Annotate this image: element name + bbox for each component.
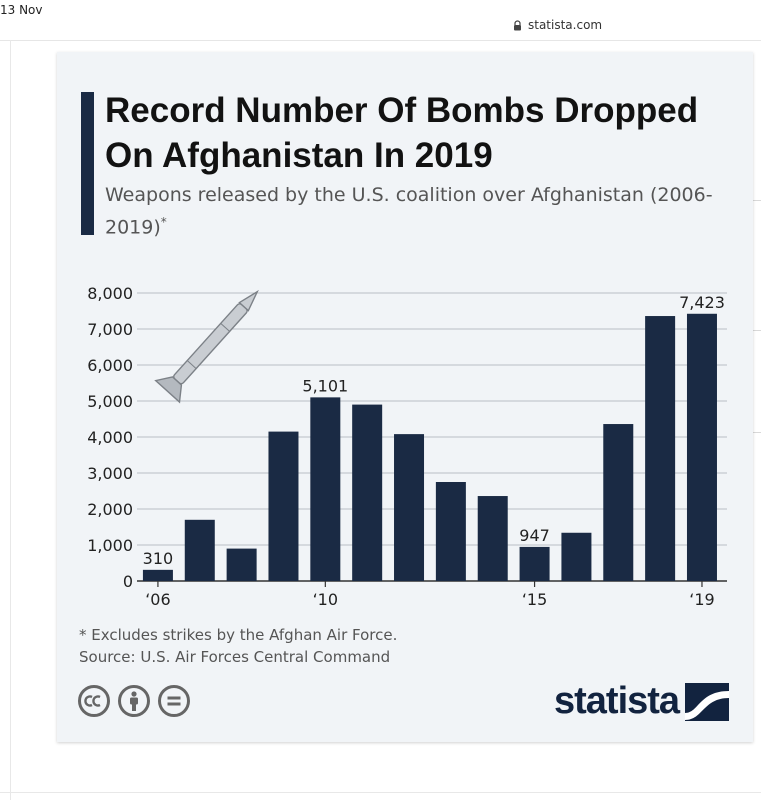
infographic-card: Record Number Of Bombs Dropped On Afghan… bbox=[57, 52, 753, 742]
bar bbox=[435, 482, 466, 581]
url-text: statista.com bbox=[528, 18, 603, 32]
logo-text: statista bbox=[554, 680, 680, 722]
attribution-icon[interactable] bbox=[117, 684, 151, 718]
page-right-rule bbox=[752, 432, 761, 433]
lock-icon bbox=[514, 19, 521, 30]
bar bbox=[477, 496, 508, 581]
y-tick-label: 1,000 bbox=[87, 536, 133, 555]
page-left-rule bbox=[10, 40, 11, 800]
bar bbox=[352, 404, 383, 581]
x-tick-label: ‘19 bbox=[689, 590, 714, 607]
browser-status-bar: 13 Nov statista.com bbox=[0, 0, 761, 41]
y-tick-label: 6,000 bbox=[87, 356, 133, 375]
address-bar[interactable]: statista.com bbox=[512, 18, 602, 32]
bar bbox=[142, 569, 173, 581]
bomb-illustration bbox=[154, 289, 259, 404]
status-date: 13 Nov bbox=[0, 3, 43, 17]
data-label: 947 bbox=[519, 526, 550, 545]
data-label: 7,423 bbox=[679, 293, 725, 312]
bar bbox=[226, 548, 257, 581]
no-derivatives-icon[interactable] bbox=[157, 684, 191, 718]
x-tick-label: ‘15 bbox=[522, 590, 547, 607]
chart-subtitle: Weapons released by the U.S. coalition o… bbox=[105, 182, 745, 241]
title-accent-bar bbox=[81, 92, 94, 235]
y-tick-label: 4,000 bbox=[87, 428, 133, 447]
y-tick-label: 3,000 bbox=[87, 464, 133, 483]
creative-commons-icon[interactable] bbox=[77, 684, 111, 718]
x-tick-label: ‘06 bbox=[145, 590, 170, 607]
footnote-note: * Excludes strikes by the Afghan Air For… bbox=[79, 626, 398, 644]
bar bbox=[268, 431, 299, 581]
x-tick-label: ‘10 bbox=[313, 590, 338, 607]
subtitle-asterisk: * bbox=[160, 215, 167, 229]
chart-title: Record Number Of Bombs Dropped On Afghan… bbox=[105, 91, 699, 175]
page-right-rule bbox=[752, 200, 761, 201]
bar bbox=[686, 313, 717, 581]
footnote-source: Source: U.S. Air Forces Central Command bbox=[79, 648, 391, 666]
page-right-rule bbox=[752, 330, 761, 331]
y-tick-label: 8,000 bbox=[87, 284, 133, 303]
bar bbox=[519, 546, 550, 581]
bar bbox=[561, 532, 592, 581]
bar bbox=[310, 397, 341, 581]
subtitle-text: Weapons released by the U.S. coalition o… bbox=[105, 184, 713, 239]
y-tick-label: 5,000 bbox=[87, 392, 133, 411]
y-tick-label: 2,000 bbox=[87, 500, 133, 519]
bar bbox=[645, 316, 676, 581]
page-bottom-rule bbox=[0, 792, 761, 793]
footnotes: * Excludes strikes by the Afghan Air For… bbox=[79, 624, 397, 668]
statista-logo[interactable]: statista bbox=[554, 680, 730, 723]
bar bbox=[394, 434, 425, 581]
data-label: 5,101 bbox=[302, 376, 348, 395]
y-tick-label: 7,000 bbox=[87, 320, 133, 339]
bar-chart: 0 1,000 2,000 3,000 4,000 5,000 6,000 7,000 8,00… bbox=[87, 284, 727, 607]
statista-mark-icon bbox=[685, 682, 730, 721]
license-icons bbox=[77, 684, 191, 718]
data-label: 310 bbox=[143, 549, 174, 568]
y-tick-label: 0 bbox=[123, 572, 133, 591]
bar bbox=[603, 424, 634, 581]
bar bbox=[184, 519, 215, 581]
